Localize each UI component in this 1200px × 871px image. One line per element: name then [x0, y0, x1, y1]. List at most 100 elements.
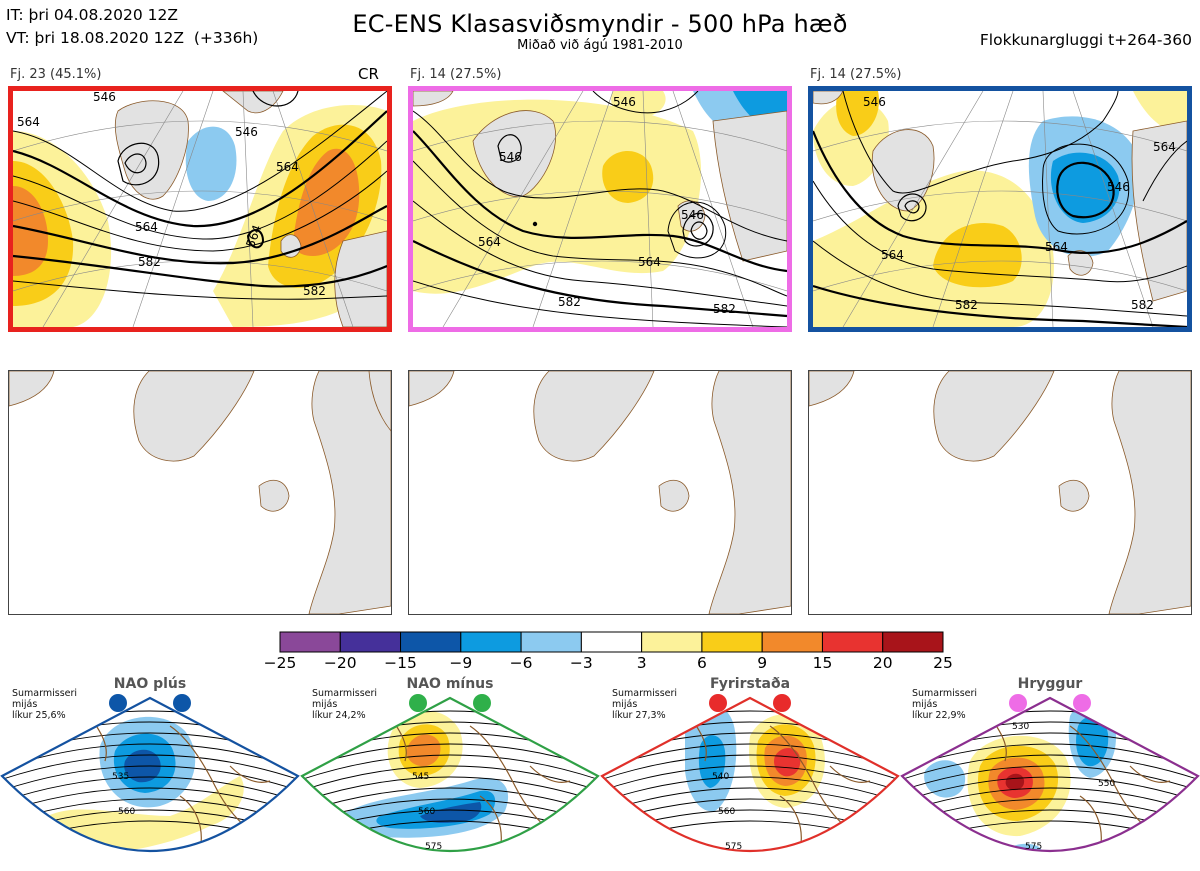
regime-contour-label: 575: [1025, 842, 1042, 852]
contour-label: 564: [17, 115, 40, 129]
contour-label: 582: [138, 255, 161, 269]
anomaly-fill: [13, 105, 387, 327]
contour-label: 546: [93, 91, 116, 104]
height-contour: [602, 754, 898, 781]
cluster-2-map: 546 546 546 564 564 582 582: [408, 86, 792, 332]
graticule: [813, 91, 1187, 327]
colorbar-bin: [821, 631, 884, 653]
contour-label: 564: [638, 255, 661, 269]
height-contour: [602, 820, 898, 847]
height-contour: [902, 765, 1198, 792]
colorbar-tick-label: −6: [509, 654, 533, 672]
header-info: IT: þri 04.08.2020 12Z VT: þri 18.08.202…: [6, 4, 258, 50]
cluster-1-map: 546 564 546 564 564 582 582 564: [8, 86, 392, 332]
regime-panel: 545 560 575 NAO mínus Sumarmisseri mijás líkur…: [300, 676, 600, 871]
regime-contour-label: 530: [1012, 722, 1029, 732]
height-contour: [902, 776, 1198, 803]
regime-contour-label: 560: [718, 807, 735, 817]
height-contour: [602, 798, 898, 825]
regime-note-line: mijás: [12, 699, 38, 710]
regime-contour-label: 535: [112, 772, 129, 782]
blank-map-3: [808, 370, 1192, 615]
anomaly-fill: [813, 91, 1187, 327]
initial-time: IT: þri 04.08.2020 12Z: [6, 6, 178, 24]
height-contour: [602, 787, 898, 814]
height-contour: [302, 765, 598, 792]
anomaly-area: [406, 734, 441, 767]
contour-label: 582: [558, 295, 581, 309]
colorbar-tick-label: −15: [384, 654, 417, 672]
colorbar-tick-label: 9: [757, 654, 768, 672]
cluster-3-label: Fj. 14 (27.5%): [810, 67, 902, 82]
classification-window: Flokkunargluggi t+264-360: [979, 31, 1192, 49]
colorbar-bin: [339, 631, 402, 653]
colorbar-bin: [460, 631, 522, 653]
regime-note-line: mijás: [612, 699, 638, 710]
regime-marker-dot: [1009, 694, 1027, 712]
valid-time: VT: þri 18.08.2020 12Z (+336h): [6, 29, 259, 47]
regime-note: Sumarmisseri mijás líkur 24,2%: [312, 688, 377, 721]
coastline: [389, 715, 571, 851]
anomaly-area: [924, 760, 966, 798]
regime-note: Sumarmisseri mijás líkur 25,6%: [12, 688, 77, 721]
height-contours: [13, 91, 387, 300]
regime-note: Sumarmisseri mijás líkur 27,3%: [612, 688, 677, 721]
regime-border: [300, 696, 600, 853]
contour-label: 546: [613, 95, 636, 109]
regime-contour-label: 550: [1098, 779, 1115, 789]
colorbar-bin: [641, 631, 703, 653]
coastline: [989, 715, 1171, 851]
regime-panel: 540 560 575 Fyrirstaða Sumarmisseri mijás líku…: [600, 676, 900, 871]
regime-contour-label: 545: [412, 772, 429, 782]
colorbar-tick-label: 15: [812, 654, 833, 672]
blank-map-2: [408, 370, 792, 615]
height-contour: [902, 754, 1198, 781]
colorbar-tick-label: 6: [696, 654, 707, 672]
regime-title: Fyrirstaða: [709, 676, 791, 692]
regime-marker-dot: [409, 694, 427, 712]
regime-border: [600, 696, 900, 853]
height-contour: [902, 820, 1198, 847]
colorbar-bin: [520, 631, 582, 653]
contour-label: 582: [303, 284, 326, 298]
height-contour: [2, 754, 298, 781]
regime-note-line: Sumarmisseri: [912, 688, 978, 699]
contour-label: 546: [863, 95, 886, 109]
regime-note-line: Sumarmisseri: [312, 688, 378, 699]
land: [114, 91, 387, 327]
cluster-1-label: Fj. 23 (45.1%): [10, 67, 102, 82]
regime-note-line: Sumarmisseri: [12, 688, 78, 699]
height-contours: [813, 91, 1187, 327]
cluster-2-label: Fj. 14 (27.5%): [410, 67, 502, 82]
contour-label: 582: [1131, 298, 1154, 312]
colorbar-tick-label: 20: [872, 654, 893, 672]
graticule: [13, 91, 387, 327]
colorbar-tick-label: −25: [263, 654, 297, 672]
cluster-1-tag: CR: [358, 65, 379, 83]
colorbar-tick-label: −3: [569, 654, 593, 672]
colorbar-bin: [580, 631, 643, 653]
height-contour: [902, 787, 1198, 814]
coastline: [689, 715, 871, 851]
regime-note-line: líkur 25,6%: [12, 710, 66, 721]
colorbar-bin: [761, 631, 823, 653]
regime-panel: 535 560 NAO plús Sumarmisseri mijás líkur 25,…: [0, 676, 300, 871]
regime-note-line: mijás: [912, 699, 938, 710]
height-contour: [602, 765, 898, 792]
regime-title: NAO mínus: [406, 676, 494, 692]
regime-note-line: Sumarmisseri: [612, 688, 678, 699]
anomaly-area: [33, 776, 244, 851]
contour-label: 564: [1153, 140, 1176, 154]
regime-marker-dot: [173, 694, 191, 712]
height-contour: [302, 776, 598, 803]
regime-contour-label: 540: [712, 772, 729, 782]
colorbar-bin: [279, 631, 341, 653]
regime-title: Hryggur: [1017, 676, 1083, 692]
anomaly-area: [1076, 716, 1109, 767]
cluster-3-map: 546 564 564 546 582 582 564: [808, 86, 1192, 332]
page-title: EC-ENS Klasasviðsmyndir - 500 hPa hæð: [352, 10, 848, 38]
contour-label: 564: [881, 248, 904, 262]
land: [413, 91, 787, 262]
contour-label: 546: [499, 150, 522, 164]
regime-border: [0, 696, 300, 853]
